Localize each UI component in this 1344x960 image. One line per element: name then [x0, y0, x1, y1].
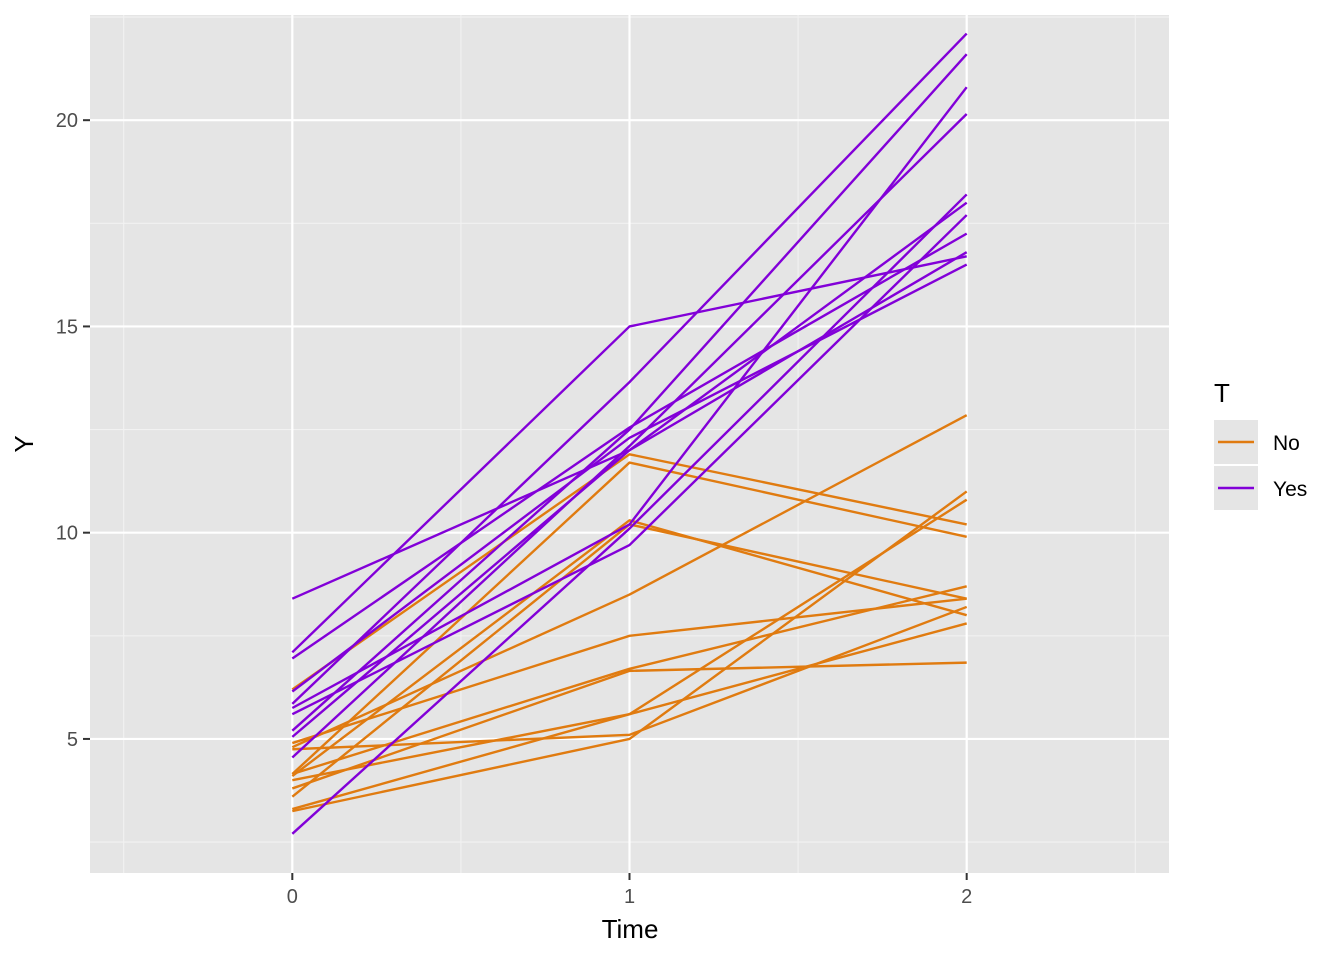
- legend: T No Yes: [1214, 378, 1307, 510]
- legend-label-no: No: [1273, 432, 1300, 455]
- series-line-no-8: [291, 661, 967, 790]
- series-line-no-7: [291, 585, 967, 776]
- x-axis: 0 1 2: [287, 873, 972, 908]
- series-lines: [291, 32, 968, 835]
- series-line-no-1: [291, 453, 967, 691]
- legend-entries: No Yes: [1214, 420, 1307, 510]
- series-line-no-5: [291, 414, 968, 749]
- x-tick-label: 0: [287, 886, 298, 908]
- x-axis-title: Time: [602, 914, 659, 944]
- legend-label-yes: Yes: [1273, 478, 1307, 501]
- series-line-yes-5: [291, 32, 968, 705]
- series-line-yes-2: [291, 255, 967, 654]
- legend-title: T: [1214, 378, 1230, 408]
- series-line-no-3: [291, 519, 968, 778]
- series-line-no-11: [292, 498, 968, 782]
- y-tick-label: 15: [56, 316, 78, 338]
- y-axis: 5 10 15 20: [56, 110, 90, 751]
- series-line-no-2: [291, 461, 967, 775]
- series-line-yes-10: [291, 113, 968, 759]
- series-line-no-12: [292, 490, 968, 813]
- series-line-no-9: [292, 605, 968, 751]
- series-line-yes-6: [291, 86, 968, 710]
- x-tick-label: 2: [961, 886, 972, 908]
- series-line-yes-4: [291, 263, 968, 693]
- series-line-yes-3: [291, 232, 968, 660]
- y-tick-label: 10: [56, 523, 78, 545]
- y-tick-label: 20: [56, 110, 78, 132]
- series-line-yes-7: [291, 214, 968, 716]
- series-line-yes-9: [291, 251, 968, 738]
- series-line-yes-11: [291, 193, 968, 835]
- series-line-yes-8: [291, 53, 968, 732]
- x-tick-label: 1: [624, 886, 635, 908]
- series-line-no-6: [291, 597, 967, 745]
- y-tick-label: 5: [67, 729, 78, 751]
- y-axis-title: Y: [9, 435, 39, 452]
